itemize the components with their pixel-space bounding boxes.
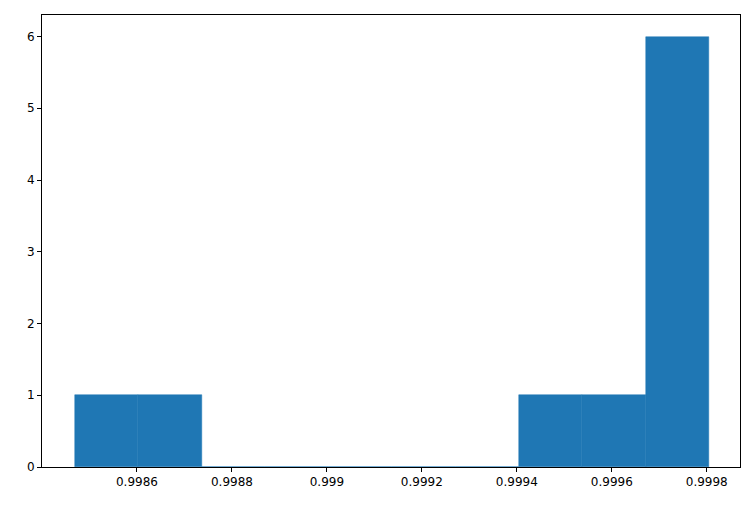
svg-text:2: 2	[27, 317, 35, 331]
svg-text:0.9992: 0.9992	[401, 475, 443, 489]
svg-text:0.9986: 0.9986	[116, 475, 158, 489]
svg-text:0: 0	[27, 460, 35, 474]
svg-text:0.999: 0.999	[310, 475, 344, 489]
svg-text:3: 3	[27, 245, 35, 259]
svg-text:0.9998: 0.9998	[686, 475, 728, 489]
svg-text:1: 1	[27, 388, 35, 402]
svg-text:0.9988: 0.9988	[211, 475, 253, 489]
svg-text:0.9996: 0.9996	[591, 475, 633, 489]
svg-text:6: 6	[27, 30, 35, 44]
svg-text:4: 4	[27, 173, 35, 187]
svg-text:5: 5	[27, 101, 35, 115]
svg-text:0.9994: 0.9994	[496, 475, 538, 489]
